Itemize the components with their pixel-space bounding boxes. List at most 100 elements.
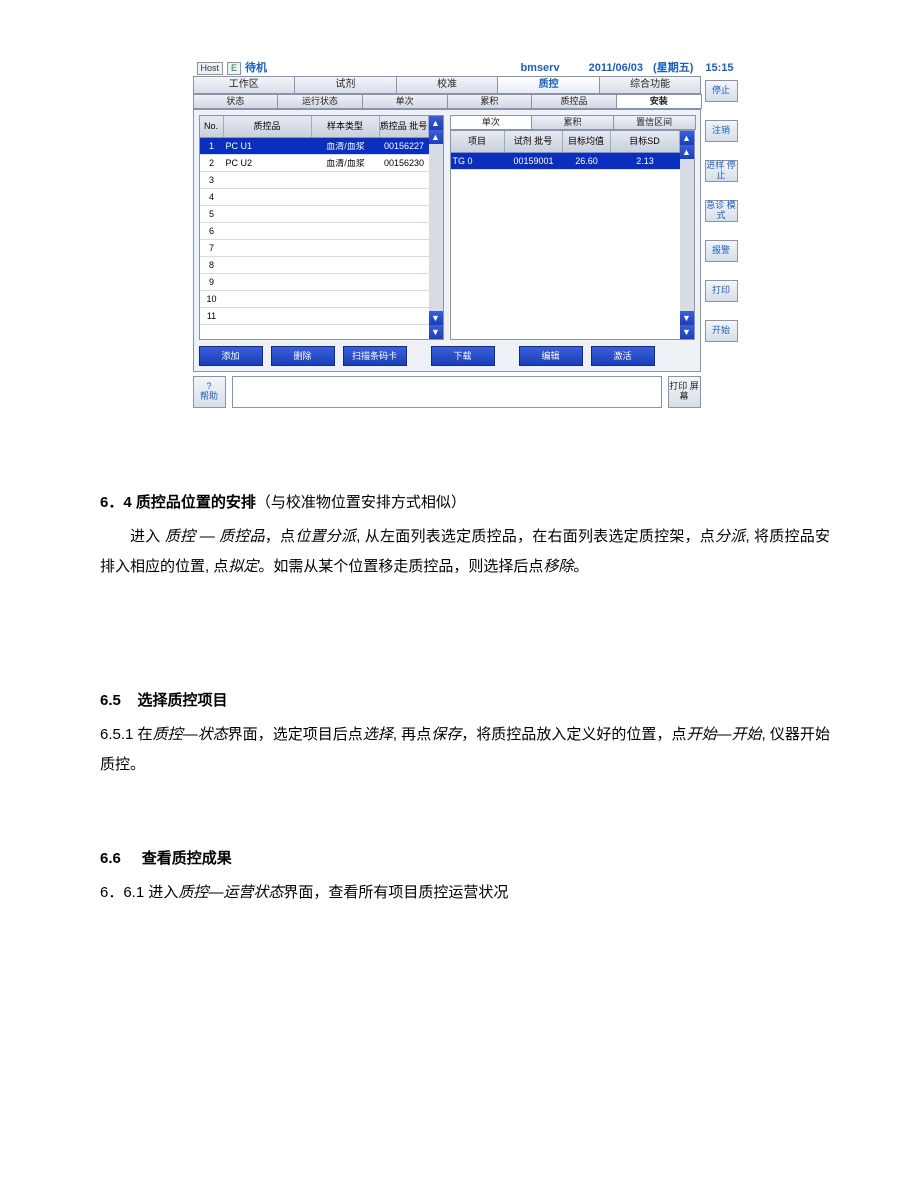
cell-no: 6 <box>200 227 224 236</box>
cell-sd: 2.13 <box>611 157 680 166</box>
host-indicator: Host <box>197 62 224 75</box>
left-grid: No. 质控品 样本类型 质控品 批号 1PC U1血清/血浆001562272… <box>199 115 444 340</box>
sample-stop-button[interactable]: 进样 停止 <box>705 160 738 182</box>
sec-title: 质控品位置的安排 <box>136 494 256 511</box>
e-indicator: E <box>227 62 241 75</box>
table-row[interactable]: 11 <box>200 308 429 325</box>
cell-no: 2 <box>200 159 224 168</box>
tab2-single[interactable]: 单次 <box>362 94 448 109</box>
work-area: No. 质控品 样本类型 质控品 批号 1PC U1血清/血浆001562272… <box>193 109 701 372</box>
weekday-label: (星期五) <box>653 63 693 74</box>
logout-button[interactable]: 注销 <box>705 120 738 142</box>
table-row[interactable]: TG 00015900126.602.13 <box>451 153 680 170</box>
table-row[interactable]: 1PC U1血清/血浆00156227 <box>200 138 429 155</box>
tab-qc[interactable]: 质控 <box>497 76 600 94</box>
scroll-up-icon[interactable]: ▲ <box>429 130 443 144</box>
cell-name: PC U2 <box>224 159 312 168</box>
status-standby: 待机 <box>245 63 267 74</box>
download-button[interactable]: 下载 <box>431 346 495 366</box>
tab2-status[interactable]: 状态 <box>193 94 279 109</box>
tab-calibration[interactable]: 校准 <box>396 76 499 94</box>
tab3-single[interactable]: 单次 <box>450 115 533 130</box>
app-screenshot: Host E 待机 bmserv 2011/06/03 (星期五) 15:15 … <box>193 60 738 408</box>
delete-button[interactable]: 删除 <box>271 346 335 366</box>
cell-item: TG 0 <box>451 157 505 166</box>
scroll-down-icon[interactable]: ▼ <box>429 311 443 325</box>
section-6-5-1-para: 6.5.1 在质控—状态界面，选定项目后点选择, 再点保存，将质控品放入定义好的… <box>100 720 830 780</box>
footer-bar: ? 帮助 打印 屏幕 <box>193 376 701 408</box>
help-button[interactable]: ? 帮助 <box>193 376 226 408</box>
cell-lot: 00156227 <box>380 142 429 151</box>
action-buttons: 添加 删除 扫描条码卡 下载 编辑 激活 <box>199 346 695 366</box>
col-no[interactable]: No. <box>200 116 224 137</box>
right-panel: 单次 累积 置信区间 项目 试剂 批号 目标均值 目标SD <box>450 115 695 340</box>
col-qc-product[interactable]: 质控品 <box>224 116 312 137</box>
table-row[interactable]: 3 <box>200 172 429 189</box>
col-sample-type[interactable]: 样本类型 <box>312 116 380 137</box>
scroll-bottom-icon[interactable]: ▼ <box>429 325 443 339</box>
emergency-mode-button[interactable]: 急诊 模式 <box>705 200 738 222</box>
cell-no: 10 <box>200 295 224 304</box>
user-label: bmserv <box>520 63 559 74</box>
section-6-5-heading: 6.5 选择质控项目 <box>100 686 830 716</box>
sec-num: 6.6 <box>100 850 121 867</box>
col-item[interactable]: 项目 <box>451 131 505 152</box>
col-lot[interactable]: 质控品 批号 <box>380 116 429 137</box>
side-buttons: 停止 注销 进样 停止 急诊 模式 报警 打印 开始 <box>705 76 738 408</box>
date-label: 2011/06/03 <box>589 63 643 74</box>
section-6-6-1-para: 6．6.1 进入质控—运营状态界面，查看所有项目质控运营状况 <box>100 878 830 908</box>
tab-work-area[interactable]: 工作区 <box>193 76 296 94</box>
col-target-sd[interactable]: 目标SD <box>611 131 680 152</box>
col-reagent-lot[interactable]: 试剂 批号 <box>505 131 563 152</box>
tab-reagent[interactable]: 试剂 <box>294 76 397 94</box>
scroll-up-icon[interactable]: ▲ <box>680 145 694 159</box>
tab2-run-status[interactable]: 运行状态 <box>277 94 363 109</box>
scroll-top-icon[interactable]: ▲ <box>680 131 694 145</box>
right-grid-body: TG 00015900126.602.13 <box>451 153 680 339</box>
right-sub-tabs: 单次 累积 置信区间 <box>450 115 695 130</box>
scroll-down-icon[interactable]: ▼ <box>680 311 694 325</box>
right-grid-header: 项目 试剂 批号 目标均值 目标SD <box>451 131 680 153</box>
right-scrollbar: ▲ ▲ ▼ ▼ <box>680 131 694 339</box>
table-row[interactable]: 10 <box>200 291 429 308</box>
start-button[interactable]: 开始 <box>705 320 738 342</box>
table-row[interactable]: 8 <box>200 257 429 274</box>
add-button[interactable]: 添加 <box>199 346 263 366</box>
tab-utility[interactable]: 综合功能 <box>599 76 702 94</box>
section-6-4-para: 进入 质控 — 质控品，点位置分派, 从左面列表选定质控品，在右面列表选定质控架… <box>100 522 830 582</box>
help-label: 帮助 <box>200 392 218 402</box>
sec-title: 选择质控项目 <box>138 692 228 709</box>
table-row[interactable]: 2PC U2血清/血浆00156230 <box>200 155 429 172</box>
tab2-qc-product[interactable]: 质控品 <box>531 94 617 109</box>
print-button[interactable]: 打印 <box>705 280 738 302</box>
time-label: 15:15 <box>705 63 733 74</box>
table-row[interactable]: 5 <box>200 206 429 223</box>
edit-button[interactable]: 编辑 <box>519 346 583 366</box>
cell-no: 5 <box>200 210 224 219</box>
cell-no: 11 <box>200 312 224 321</box>
left-grid-header: No. 质控品 样本类型 质控品 批号 <box>200 116 429 138</box>
tab2-install[interactable]: 安装 <box>616 94 702 109</box>
table-row[interactable]: 7 <box>200 240 429 257</box>
stop-button[interactable]: 停止 <box>705 80 738 102</box>
cell-lot: 00156230 <box>380 159 429 168</box>
left-panel: No. 质控品 样本类型 质控品 批号 1PC U1血清/血浆001562272… <box>199 115 444 340</box>
tab3-cumulative[interactable]: 累积 <box>531 115 614 130</box>
activate-button[interactable]: 激活 <box>591 346 655 366</box>
scroll-top-icon[interactable]: ▲ <box>429 116 443 130</box>
table-row[interactable]: 6 <box>200 223 429 240</box>
cell-no: 3 <box>200 176 224 185</box>
tab3-confidence[interactable]: 置信区间 <box>613 115 696 130</box>
right-grid: 项目 试剂 批号 目标均值 目标SD TG 00015900126.602.13… <box>450 130 695 340</box>
alarm-button[interactable]: 报警 <box>705 240 738 262</box>
tab2-cumulative[interactable]: 累积 <box>447 94 533 109</box>
section-6-6-heading: 6.6 查看质控成果 <box>100 844 830 874</box>
print-screen-button[interactable]: 打印 屏幕 <box>668 376 701 408</box>
col-target-mean[interactable]: 目标均值 <box>563 131 611 152</box>
scan-barcode-button[interactable]: 扫描条码卡 <box>343 346 407 366</box>
table-row[interactable]: 4 <box>200 189 429 206</box>
table-row[interactable]: 9 <box>200 274 429 291</box>
secondary-tabs: 状态 运行状态 单次 累积 质控品 安装 <box>193 94 701 109</box>
primary-tabs: 工作区 试剂 校准 质控 综合功能 <box>193 76 701 94</box>
scroll-bottom-icon[interactable]: ▼ <box>680 325 694 339</box>
